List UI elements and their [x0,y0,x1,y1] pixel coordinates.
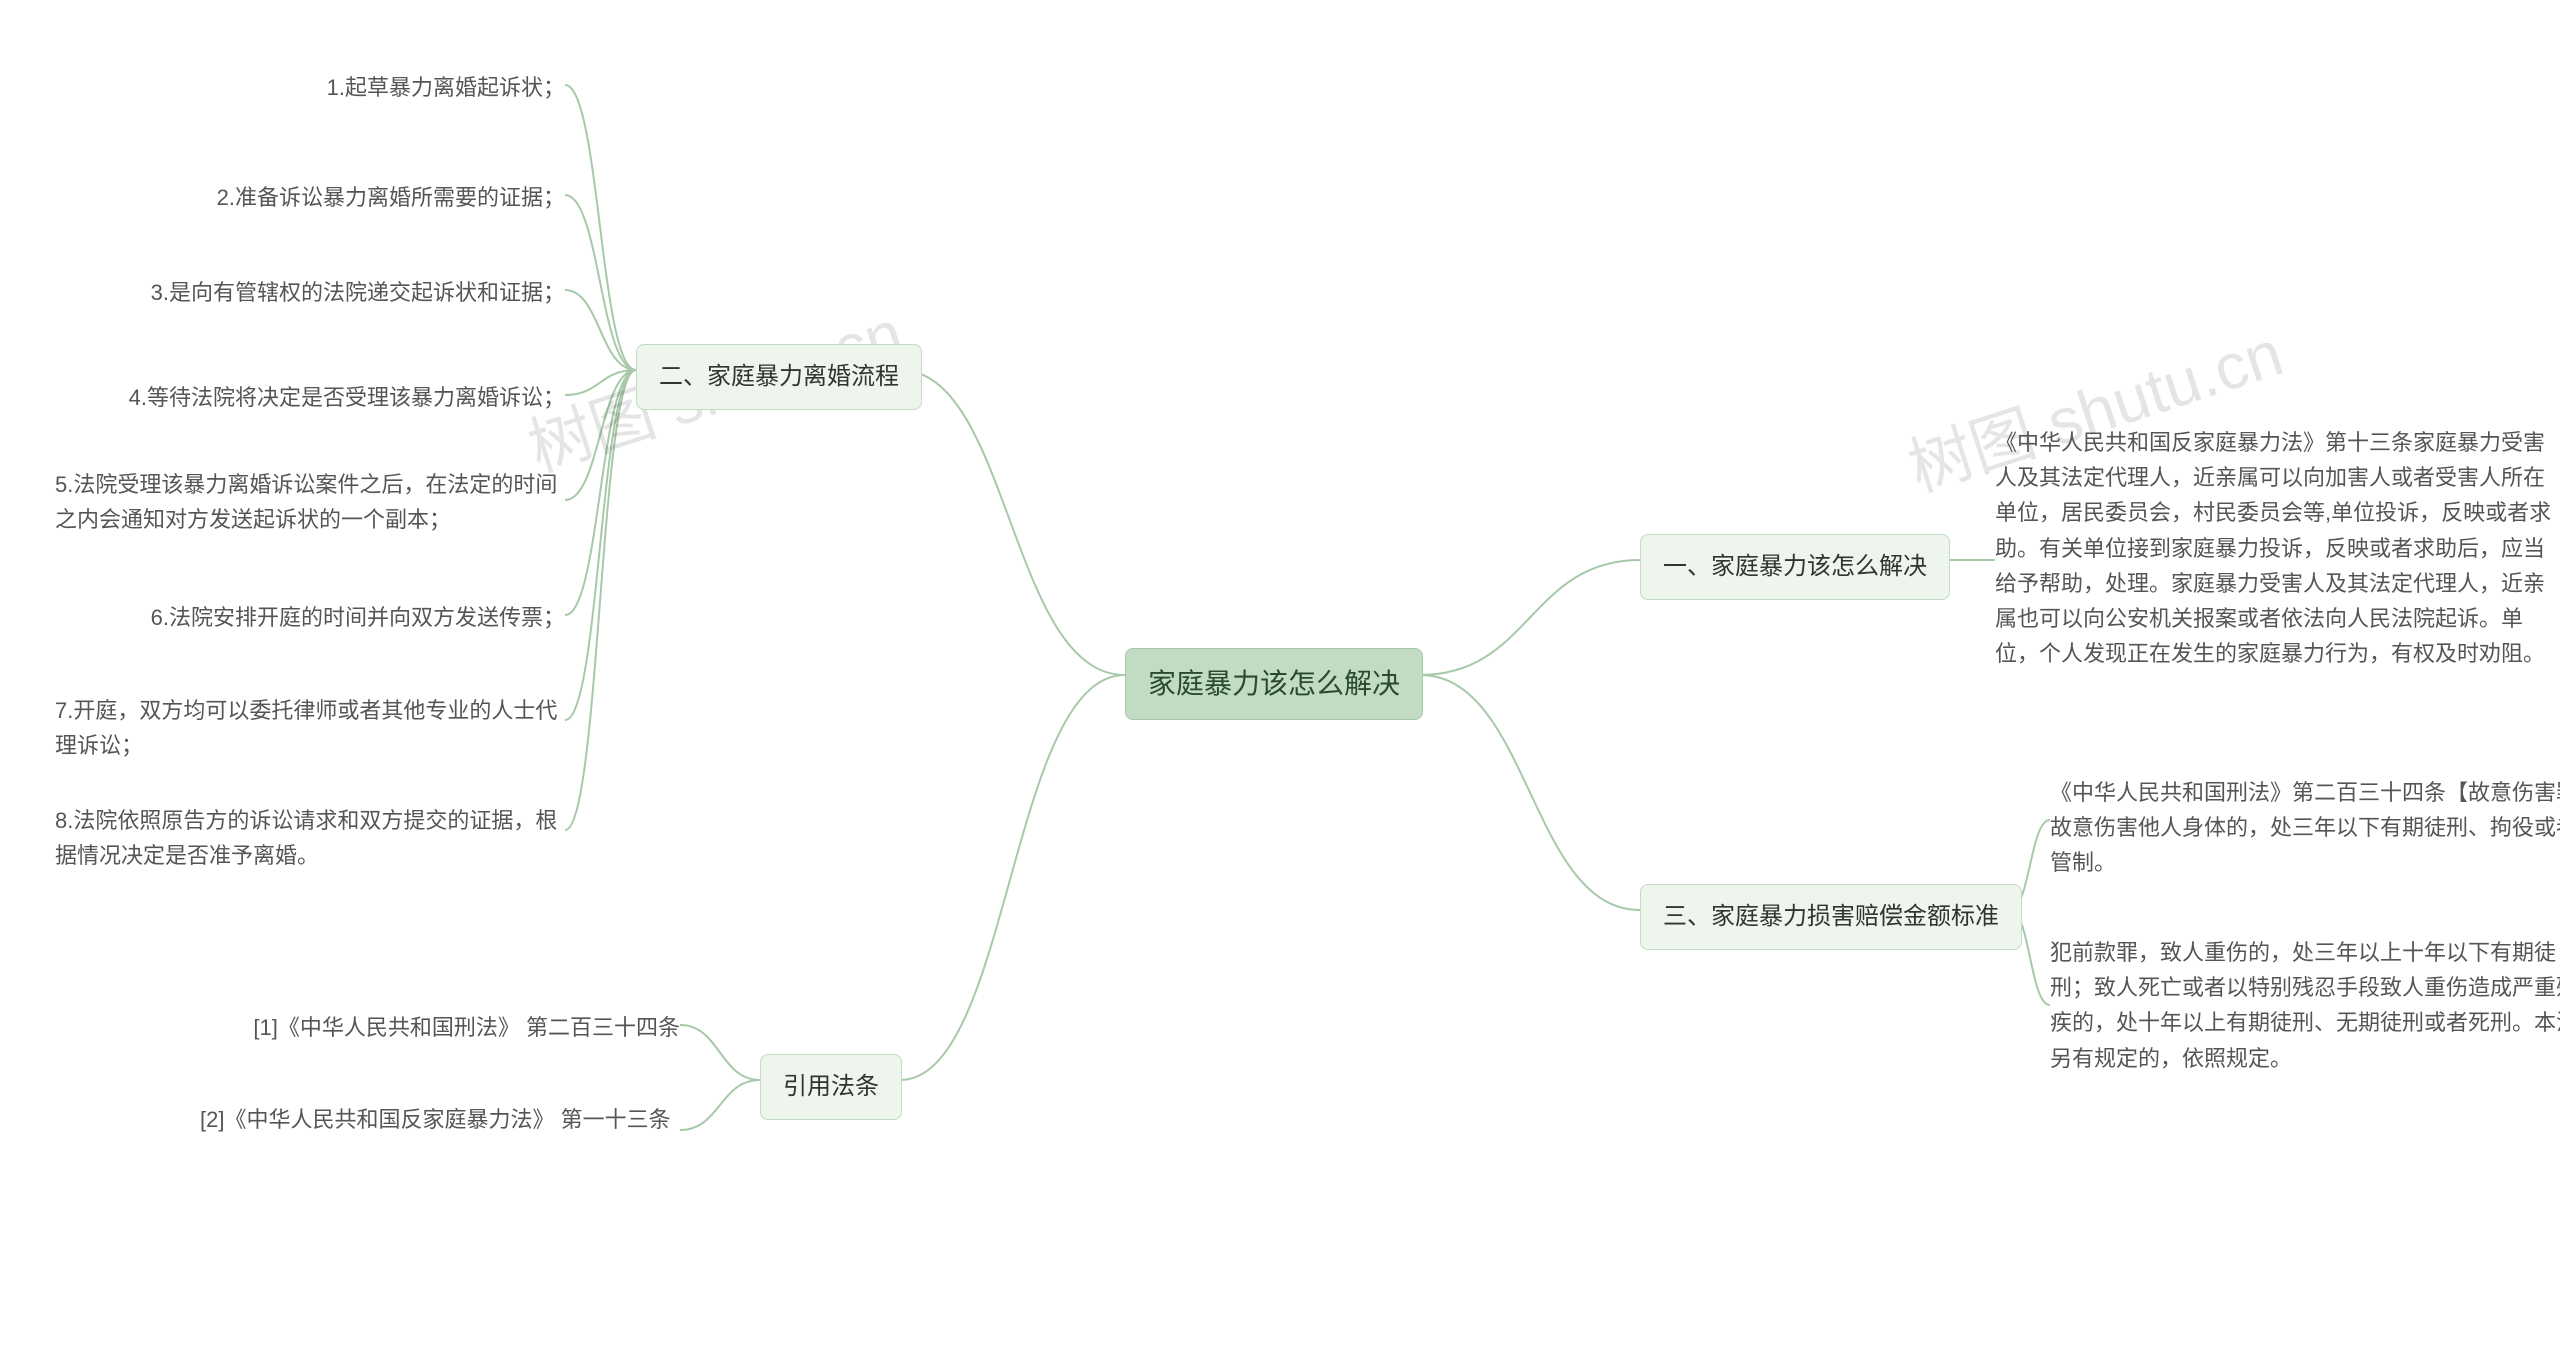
branch-node-3[interactable]: 三、家庭暴力损害赔偿金额标准 [1640,884,2022,950]
branch-node-2[interactable]: 二、家庭暴力离婚流程 [636,344,922,410]
branch-node-1[interactable]: 一、家庭暴力该怎么解决 [1640,534,1950,600]
root-node[interactable]: 家庭暴力该怎么解决 [1125,648,1423,720]
leaf-node: 6.法院安排开庭的时间并向双方发送传票； [75,600,565,635]
leaf-node: [2]《中华人民共和国反家庭暴力法》 第一十三条 [200,1102,680,1137]
leaf-node: 5.法院受理该暴力离婚诉讼案件之后，在法定的时间之内会通知对方发送起诉状的一个副… [55,467,565,537]
leaf-node: 《中华人民共和国反家庭暴力法》第十三条家庭暴力受害人及其法定代理人，近亲属可以向… [1995,425,2555,671]
leaf-node: 3.是向有管辖权的法院递交起诉状和证据； [75,275,565,310]
leaf-node: 2.准备诉讼暴力离婚所需要的证据； [75,180,565,215]
branch-node-ref[interactable]: 引用法条 [760,1054,902,1120]
leaf-node: 犯前款罪，致人重伤的，处三年以上十年以下有期徒刑；致人死亡或者以特别残忍手段致人… [2050,935,2560,1076]
leaf-node: [1]《中华人民共和国刑法》 第二百三十四条 [200,1010,680,1045]
leaf-node: 1.起草暴力离婚起诉状； [75,70,565,105]
leaf-node: 7.开庭，双方均可以委托律师或者其他专业的人士代理诉讼； [55,693,565,763]
leaf-node: 8.法院依照原告方的诉讼请求和双方提交的证据，根据情况决定是否准予离婚。 [55,803,565,873]
leaf-node: 4.等待法院将决定是否受理该暴力离婚诉讼； [75,380,565,415]
leaf-node: 《中华人民共和国刑法》第二百三十四条【故意伤害罪】故意伤害他人身体的，处三年以下… [2050,775,2560,881]
